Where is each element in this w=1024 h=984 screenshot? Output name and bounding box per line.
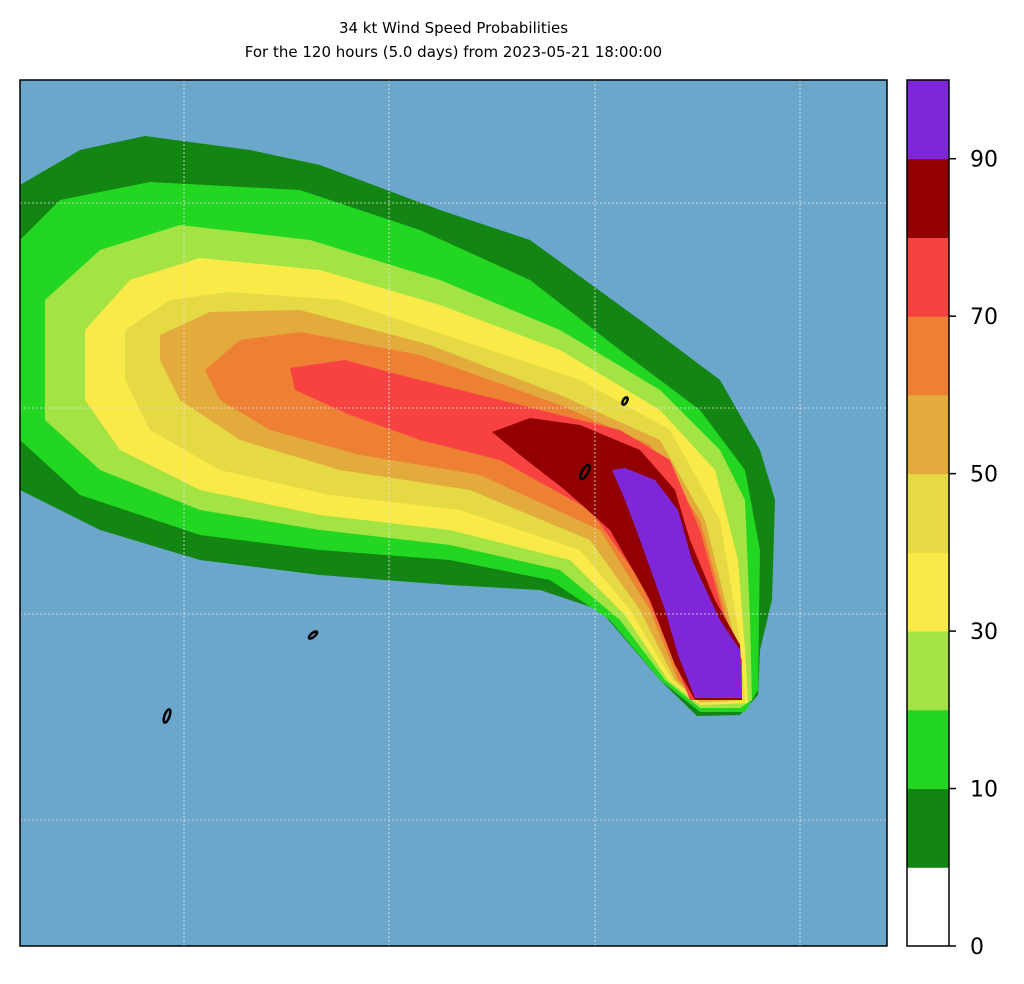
chart-title: 34 kt Wind Speed Probabilities [338, 19, 569, 37]
chart-subtitle: For the 120 hours (5.0 days) from 2023-0… [244, 43, 663, 61]
colorbar-segment [907, 158, 949, 238]
colorbar-tick-label: 50 [970, 463, 998, 488]
colorbar-segment [907, 394, 949, 475]
colorbar-segment [907, 552, 949, 632]
island [307, 630, 319, 640]
contour-90pct [612, 468, 742, 698]
colorbar-tick-label: 10 [970, 778, 998, 803]
colorbar-segment [907, 867, 949, 947]
coastlines [162, 396, 629, 724]
colorbar: 0 10 30 50 70 90 [906, 79, 998, 960]
contour-60pct [205, 332, 742, 700]
island [578, 463, 592, 481]
colorbar-segment [907, 473, 949, 553]
colorbar-tick-label: 0 [970, 935, 984, 960]
map-area [20, 80, 887, 946]
island [621, 396, 629, 406]
colorbar-tick-label: 30 [970, 620, 998, 645]
island [162, 708, 172, 724]
colorbar-segment [907, 316, 949, 396]
colorbar-segment [907, 80, 949, 160]
gridlines [20, 80, 887, 946]
colorbar-segment [907, 788, 949, 868]
contour-70pct [290, 360, 742, 700]
colorbar-tick-label: 90 [970, 148, 998, 173]
map-frame [19, 79, 888, 947]
colorbar-segment [907, 237, 949, 317]
colorbar-segment [907, 709, 949, 790]
probability-contours [20, 136, 775, 716]
colorbar-segment [907, 631, 949, 711]
colorbar-tick-label: 70 [970, 305, 998, 330]
colorbar-frame [906, 79, 950, 947]
